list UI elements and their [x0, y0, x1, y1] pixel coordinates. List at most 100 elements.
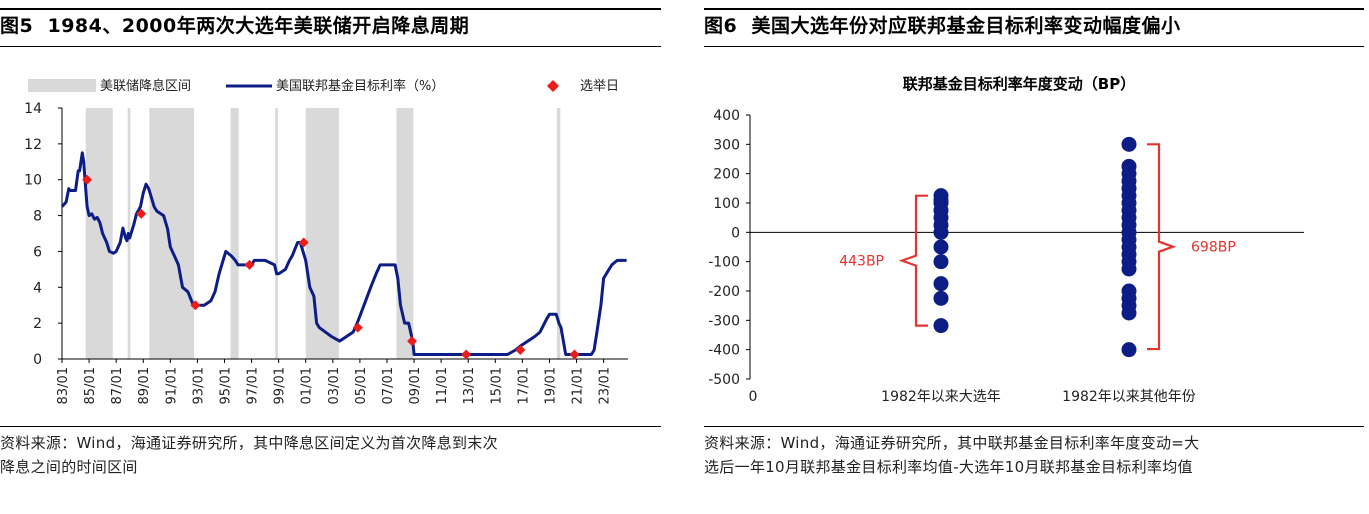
scatter-title: 联邦基金目标利率年度变动（BP）: [903, 75, 1135, 93]
x-tick-label: 17/01: [516, 367, 531, 404]
category-labels: 1982年以来大选年 1982年以来其他年份: [881, 389, 1196, 405]
y-tick-label: 6: [33, 244, 42, 260]
y-tick-label: 100: [713, 196, 740, 212]
range-label: 443BP: [839, 254, 884, 270]
axes: [58, 107, 628, 363]
scatter-point: [933, 254, 949, 270]
y-tick-label: -400: [708, 343, 740, 359]
top-rule: [0, 8, 661, 10]
category-label: 1982年以来其他年份: [1062, 389, 1196, 405]
x-tick-label: 11/01: [435, 367, 450, 404]
x-tick-label: 07/01: [381, 367, 396, 404]
chart-legend: 美联储降息区间 美国联邦基金目标利率（%） 选举日: [28, 78, 619, 94]
x-tick-label: 91/01: [164, 367, 179, 404]
scatter-points: [933, 136, 1137, 358]
x-tick-label: 09/01: [408, 367, 423, 404]
source-line-2: 选后一年10月联邦基金目标利率均值-大选年10月联邦基金目标利率均值: [704, 458, 1193, 476]
source-rule: [704, 426, 1364, 427]
x-tick-label: 13/01: [462, 367, 477, 404]
x-tick-label: 83/01: [56, 367, 71, 404]
figure-5-title: 图5 1984、2000年两次大选年美联储开启降息周期: [0, 11, 661, 38]
category-label: 1982年以来大选年: [881, 389, 1001, 405]
easing-bands: [85, 108, 561, 359]
scatter-point: [1121, 136, 1137, 152]
x-tick-label: 21/01: [571, 367, 586, 404]
scatter-point: [1121, 342, 1137, 358]
figure-5-source: 资料来源：Wind，海通证券研究所，其中降息区间定义为首次降息到末次 降息之间的…: [0, 431, 661, 479]
y-tick-labels: 400 300 200 100 0 -100 -200 -300 -400 -500 0: [708, 108, 757, 405]
x-tick-label: 05/01: [354, 367, 369, 404]
y-tick-label: 14: [24, 101, 42, 117]
figure-5-panel: 图5 1984、2000年两次大选年美联储开启降息周期 美联储降息区间 美国联邦…: [0, 0, 661, 514]
x-tick-label: 19/01: [543, 367, 558, 404]
easing-band: [275, 108, 278, 359]
rate-line-chart: 美联储降息区间 美国联邦基金目标利率（%） 选举日 0 2 4 6 8 10 12 14 83…: [24, 78, 628, 404]
election-marker: [407, 336, 418, 347]
y-tick-labels: 0 2 4 6 8 10 12 14: [24, 101, 42, 368]
title-rule: [0, 46, 661, 47]
x-tick-label: 01/01: [300, 367, 315, 404]
election-marker: [82, 174, 93, 185]
easing-band: [230, 108, 239, 359]
x-tick-label: 97/01: [246, 367, 261, 404]
y-tick-label: 200: [713, 167, 740, 183]
scatter-point: [933, 290, 949, 306]
legend-band-swatch: [28, 79, 96, 92]
source-line-1: 资料来源：Wind，海通证券研究所，其中联邦基金目标利率年度变动=大: [704, 434, 1200, 452]
figure-5-label: 图5: [0, 15, 34, 37]
source-line-1: 资料来源：Wind，海通证券研究所，其中降息区间定义为首次降息到末次: [0, 434, 498, 452]
y-tick-label: 400: [713, 108, 740, 124]
y-tick-label: -500: [708, 372, 740, 388]
y-tick-label: 4: [33, 280, 42, 296]
y-tick-label: 12: [24, 137, 42, 153]
election-markers: [82, 174, 580, 360]
scatter-point: [933, 224, 949, 240]
rate-series: [60, 151, 627, 356]
y-tick-label: 2: [33, 316, 42, 332]
top-rule: [704, 8, 1364, 10]
scatter-point: [933, 239, 949, 255]
legend-line-label: 美国联邦基金目标利率（%）: [276, 78, 444, 94]
axes: [746, 114, 1304, 380]
source-line-2: 降息之间的时间区间: [0, 458, 138, 476]
x-tick-label: 99/01: [273, 367, 288, 404]
y-tick-label: 10: [24, 173, 42, 189]
election-marker: [515, 345, 526, 356]
range-bracket: [1147, 143, 1177, 351]
scatter-point: [933, 276, 949, 292]
x-tick-label: 03/01: [327, 367, 342, 404]
election-marker: [461, 349, 472, 360]
easing-band: [556, 108, 561, 359]
range-label: 698BP: [1191, 240, 1236, 256]
figure-6-source: 资料来源：Wind，海通证券研究所，其中联邦基金目标利率年度变动=大 选后一年1…: [704, 431, 1364, 479]
y-tick-label: -200: [708, 284, 740, 300]
x-tick-labels: 83/01 85/01 87/01 89/01 91/01 93/01 95/01 97/01…: [56, 367, 613, 404]
y-tick-label: -300: [708, 313, 740, 329]
x-origin-label: 0: [749, 389, 758, 405]
y-tick-label: 8: [33, 209, 42, 225]
figure-6-heading: 美国大选年份对应联邦基金目标利率变动幅度偏小: [751, 15, 1181, 37]
range-brackets: 443BP 698BP: [839, 143, 1236, 351]
figure-5-heading: 1984、2000年两次大选年美联储开启降息周期: [47, 15, 470, 37]
x-tick-label: 89/01: [137, 367, 152, 404]
figure-6-label: 图6: [704, 15, 738, 37]
election-marker: [298, 237, 309, 248]
x-tick-label: 95/01: [218, 367, 233, 404]
y-tick-label: 0: [731, 225, 740, 241]
y-tick-label: 0: [33, 352, 42, 368]
x-tick-label: 23/01: [598, 367, 613, 404]
range-bracket: [898, 194, 928, 327]
legend-band-label: 美联储降息区间: [100, 78, 191, 94]
x-tick-label: 93/01: [191, 367, 206, 404]
easing-band: [149, 108, 195, 359]
figure-6-panel: 图6 美国大选年份对应联邦基金目标利率变动幅度偏小 联邦基金目标利率年度变动（B…: [704, 0, 1364, 514]
x-tick-label: 15/01: [489, 367, 504, 404]
election-marker: [352, 322, 363, 333]
legend-marker-swatch: [547, 80, 559, 92]
scatter-point: [1121, 261, 1137, 277]
title-rule: [704, 46, 1364, 47]
legend-marker-label: 选举日: [580, 79, 619, 94]
election-marker: [244, 259, 255, 270]
rate-line: [60, 151, 627, 356]
easing-band: [305, 108, 339, 359]
